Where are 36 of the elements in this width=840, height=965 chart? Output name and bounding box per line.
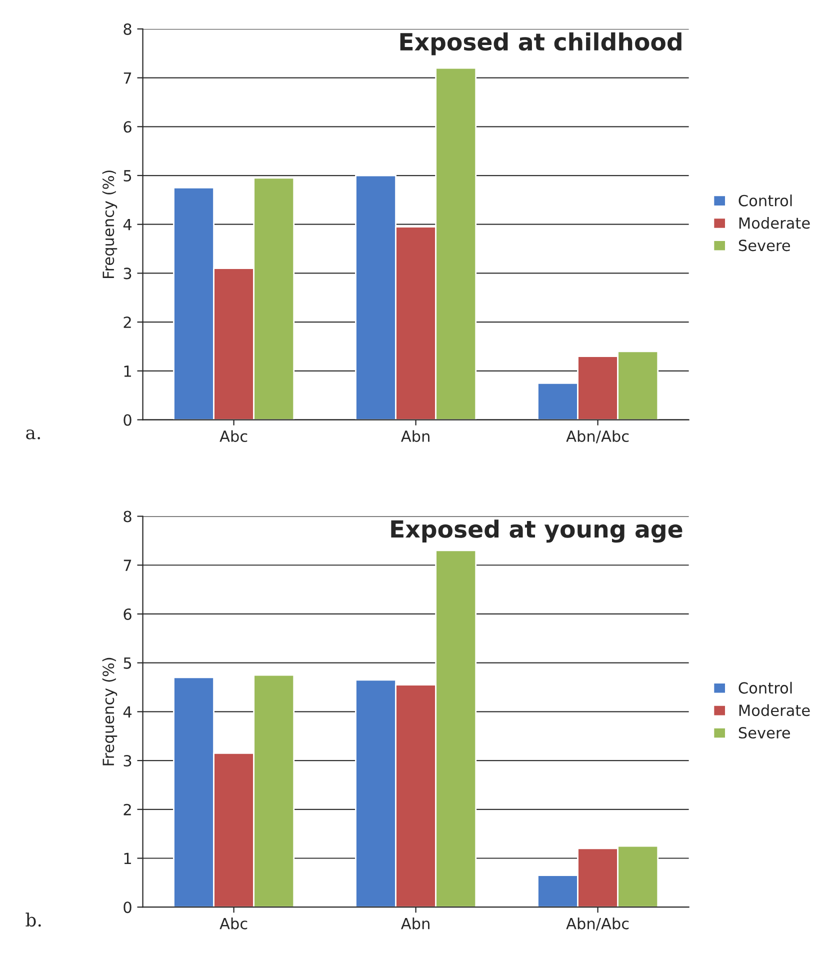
- x-tick-label: Abn: [401, 430, 430, 442]
- y-tick-label: 8: [124, 510, 132, 522]
- x-tick-label: Abn: [401, 918, 430, 930]
- y-tick-label: 8: [124, 23, 132, 35]
- y-tick-label: 0: [124, 902, 132, 914]
- legend-label: Moderate: [739, 704, 810, 716]
- x-tick-label: Abc: [220, 918, 248, 930]
- text: b.: [26, 912, 41, 927]
- y-axis-title: Frequency (%): [102, 170, 118, 278]
- legend-label: Severe: [738, 726, 790, 739]
- chart-title: Exposed at young age: [391, 520, 682, 543]
- x-tick-label: Abn/Abc: [566, 918, 629, 931]
- y-tick-label: 5: [124, 170, 132, 182]
- y-tick-label: 7: [124, 72, 132, 84]
- text: a.: [26, 429, 40, 440]
- y-tick-label: 3: [124, 268, 132, 280]
- y-tick-label: 2: [124, 316, 131, 328]
- y-tick-label: 1: [124, 852, 131, 864]
- legend-label: Control: [738, 682, 792, 694]
- y-tick-label: 4: [123, 706, 132, 718]
- y-tick-label: 3: [124, 755, 132, 767]
- y-tick-label: 5: [124, 658, 132, 669]
- x-tick-label: Abc: [220, 430, 248, 442]
- y-tick-label: 1: [124, 366, 131, 377]
- x-tick-label: Abn/Abc: [566, 430, 629, 444]
- y-tick-label: 6: [124, 608, 132, 620]
- y-tick-label: 2: [124, 804, 131, 816]
- legend-label: Severe: [738, 240, 790, 252]
- legend-label: Moderate: [739, 216, 810, 229]
- y-tick-label: 4: [123, 219, 132, 230]
- y-axis-title: Frequency (%): [102, 658, 118, 766]
- y-tick-label: 7: [124, 560, 132, 571]
- y-tick-label: 6: [124, 121, 132, 133]
- y-tick-label: 0: [124, 414, 132, 426]
- legend-label: Control: [738, 194, 792, 206]
- chart-title: Exposed at childhood: [400, 32, 682, 56]
